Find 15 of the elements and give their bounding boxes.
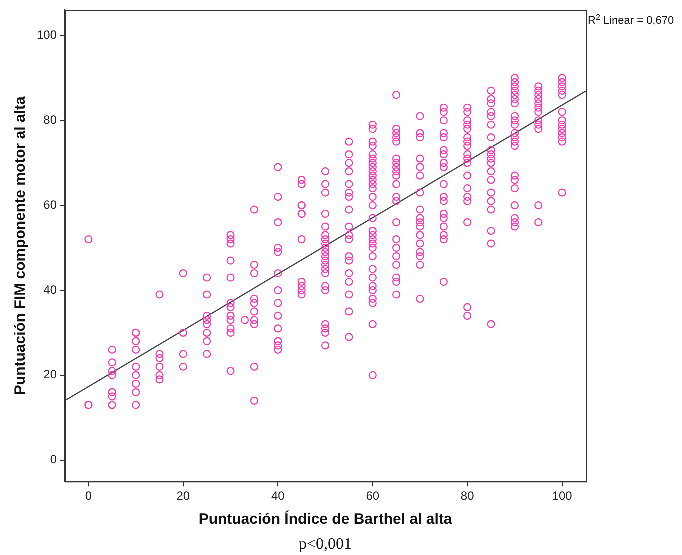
x-tick-label: 100 bbox=[552, 489, 573, 504]
x-tick-label: 0 bbox=[85, 489, 92, 504]
x-tick-label: 60 bbox=[366, 489, 380, 504]
x-tick-label: 80 bbox=[460, 489, 475, 504]
y-tick-label: 100 bbox=[36, 28, 58, 42]
text: p<0,001 bbox=[298, 536, 352, 553]
y-tick-label: 60 bbox=[44, 198, 58, 212]
y-tick-label: 0 bbox=[50, 452, 58, 467]
y-tick-label: 20 bbox=[44, 368, 58, 382]
y-tick-label: 40 bbox=[44, 282, 58, 297]
x-tick-label: 20 bbox=[176, 489, 190, 504]
x-tick-label: 40 bbox=[271, 489, 286, 504]
x-axis-title: Puntuación Índice de Barthel al alta bbox=[198, 510, 453, 528]
y-axis-title: Puntuación FIM componente motor al alta bbox=[12, 96, 30, 396]
y-tick-label: 80 bbox=[44, 112, 58, 127]
